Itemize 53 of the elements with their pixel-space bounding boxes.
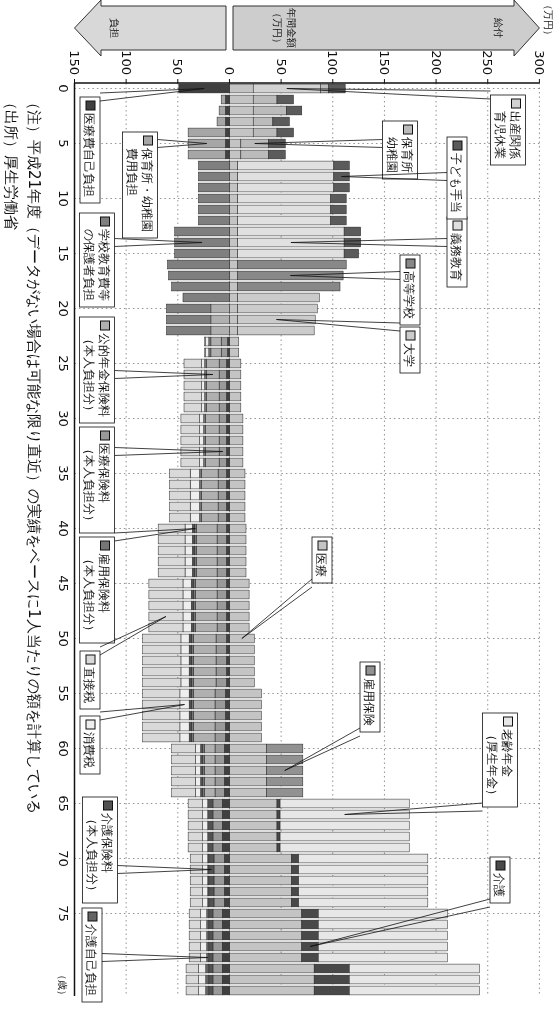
legend-label: 医療 bbox=[314, 553, 328, 577]
text: （万円） bbox=[542, 0, 554, 40]
y-tick-label: 30 bbox=[55, 410, 71, 427]
legend-label: 雇用保険料（本人負担分） bbox=[81, 553, 111, 637]
text: 負担 bbox=[108, 18, 120, 38]
y-tick-label: 60 bbox=[55, 740, 71, 757]
y-axis-title: （歳） bbox=[56, 970, 68, 1000]
text: 給付 bbox=[492, 17, 504, 38]
x-tick-label: 300 bbox=[531, 50, 547, 75]
legend-label: 学校教育費等の保護者負担 bbox=[81, 229, 111, 301]
legend-label: 介護保険料（本人負担分） bbox=[84, 813, 114, 897]
y-tick-label: 50 bbox=[55, 630, 71, 647]
x-tick-label: 50 bbox=[273, 58, 289, 75]
x-tick-label: 100 bbox=[325, 50, 341, 75]
legend-label: 義務教育 bbox=[449, 233, 463, 281]
y-tick-label: 45 bbox=[55, 575, 71, 592]
y-tick-label: 5 bbox=[55, 139, 71, 148]
y-tick-label: 15 bbox=[55, 245, 71, 262]
legend-label: 介護自己負担 bbox=[84, 924, 98, 996]
x-tick-label: 200 bbox=[428, 50, 444, 75]
legend-label: 出産関係育児休業 bbox=[492, 111, 522, 159]
legend-label: 子ども手当 bbox=[449, 153, 463, 213]
text: 年間金額（万円） bbox=[272, 8, 297, 48]
text: （注）平成21年度（データがない場合は可能な限り直近）の実績をベースに1人当たりの額を計算している bbox=[24, 95, 43, 814]
legend-label: 保育所・幼稚園費用負担 bbox=[124, 148, 154, 232]
x-tick-label: 50 bbox=[170, 58, 186, 75]
x-tick-label: 150 bbox=[66, 50, 82, 75]
legend-label: 高等学校 bbox=[402, 271, 416, 319]
legend-label: 老齢年金（厚生年金） bbox=[484, 729, 514, 801]
legend-label: 消費税 bbox=[82, 732, 96, 768]
y-tick-label: 70 bbox=[55, 850, 71, 867]
y-tick-label: 35 bbox=[55, 465, 71, 482]
y-tick-label: 10 bbox=[55, 190, 71, 207]
x-tick-label: 100 bbox=[118, 50, 134, 75]
y-tick-label: 75 bbox=[55, 905, 71, 922]
legend-label: 公的年金保険料（本人負担分） bbox=[81, 333, 111, 417]
x-tick-label: 150 bbox=[376, 50, 392, 75]
legend-label: 大学 bbox=[402, 343, 416, 367]
legend-label: 医療保険料（本人負担分） bbox=[81, 443, 111, 527]
y-tick-label: 55 bbox=[55, 685, 71, 702]
text: （出所）厚生労働省 bbox=[1, 95, 20, 230]
x-tick-label: 0 bbox=[221, 66, 237, 75]
y-tick-label: 65 bbox=[55, 795, 71, 812]
y-tick-label: 20 bbox=[55, 300, 71, 317]
y-tick-label: 0 bbox=[55, 84, 71, 93]
y-tick-label: 25 bbox=[55, 355, 71, 372]
legend-label: 介護 bbox=[492, 873, 506, 897]
y-tick-label: 40 bbox=[55, 520, 71, 537]
legend-label: 雇用保険 bbox=[362, 678, 376, 726]
legend-label: 直接税 bbox=[82, 667, 96, 703]
legend-label: 医療費自己負担 bbox=[82, 113, 96, 197]
legend-label: 保育所幼稚園 bbox=[384, 137, 414, 173]
x-tick-label: 250 bbox=[480, 50, 496, 75]
